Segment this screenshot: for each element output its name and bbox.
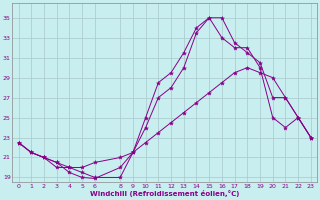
X-axis label: Windchill (Refroidissement éolien,°C): Windchill (Refroidissement éolien,°C) [90, 190, 239, 197]
